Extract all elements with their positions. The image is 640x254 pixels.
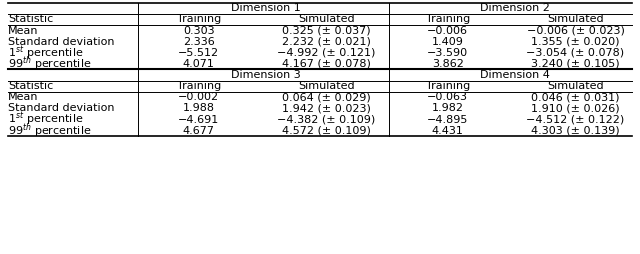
Text: 1.910 (± 0.026): 1.910 (± 0.026) (531, 103, 620, 114)
Text: Simulated: Simulated (547, 14, 604, 24)
Text: −0.006: −0.006 (428, 26, 468, 36)
Text: −0.063: −0.063 (428, 92, 468, 102)
Text: 99$^{th}$ percentile: 99$^{th}$ percentile (8, 55, 92, 73)
Text: 4.677: 4.677 (182, 126, 214, 136)
Text: 1.409: 1.409 (432, 37, 463, 47)
Text: Dimension 3: Dimension 3 (231, 70, 301, 80)
Text: Simulated: Simulated (298, 14, 355, 24)
Text: 4.572 (± 0.109): 4.572 (± 0.109) (282, 126, 371, 136)
Text: Simulated: Simulated (547, 81, 604, 91)
Text: 4.303 (± 0.139): 4.303 (± 0.139) (531, 126, 620, 136)
Text: 3.862: 3.862 (432, 59, 463, 69)
Text: −4.691: −4.691 (178, 115, 220, 124)
Text: 0.325 (± 0.037): 0.325 (± 0.037) (282, 26, 371, 36)
Text: 3.240 (± 0.105): 3.240 (± 0.105) (531, 59, 620, 69)
Text: 1.988: 1.988 (182, 103, 214, 114)
Text: Standard deviation: Standard deviation (8, 37, 115, 47)
Text: −3.590: −3.590 (427, 48, 468, 58)
Text: Standard deviation: Standard deviation (8, 103, 115, 114)
Text: −5.512: −5.512 (178, 48, 220, 58)
Text: 2.336: 2.336 (183, 37, 214, 47)
Text: 1$^{st}$ percentile: 1$^{st}$ percentile (8, 111, 84, 128)
Text: −4.512 (± 0.122): −4.512 (± 0.122) (526, 115, 625, 124)
Text: 99$^{th}$ percentile: 99$^{th}$ percentile (8, 121, 92, 140)
Text: 1.982: 1.982 (432, 103, 464, 114)
Text: −4.895: −4.895 (427, 115, 468, 124)
Text: 1$^{st}$ percentile: 1$^{st}$ percentile (8, 44, 84, 62)
Text: Dimension 4: Dimension 4 (480, 70, 550, 80)
Text: −0.006 (± 0.023): −0.006 (± 0.023) (527, 26, 625, 36)
Text: Dimension 2: Dimension 2 (480, 3, 550, 13)
Text: Training: Training (426, 81, 470, 91)
Text: Training: Training (177, 14, 221, 24)
Text: 1.355 (± 0.020): 1.355 (± 0.020) (531, 37, 620, 47)
Text: 4.167 (± 0.078): 4.167 (± 0.078) (282, 59, 371, 69)
Text: Statistic: Statistic (8, 14, 54, 24)
Text: 2.232 (± 0.021): 2.232 (± 0.021) (282, 37, 371, 47)
Text: Statistic: Statistic (8, 81, 54, 91)
Text: −3.054 (± 0.078): −3.054 (± 0.078) (526, 48, 625, 58)
Text: Mean: Mean (8, 26, 39, 36)
Text: Mean: Mean (8, 92, 39, 102)
Text: −0.002: −0.002 (178, 92, 220, 102)
Text: 1.942 (± 0.023): 1.942 (± 0.023) (282, 103, 371, 114)
Text: 4.071: 4.071 (183, 59, 214, 69)
Text: Dimension 1: Dimension 1 (231, 3, 301, 13)
Text: 0.046 (± 0.031): 0.046 (± 0.031) (531, 92, 620, 102)
Text: 0.303: 0.303 (183, 26, 214, 36)
Text: −4.382 (± 0.109): −4.382 (± 0.109) (277, 115, 376, 124)
Text: Simulated: Simulated (298, 81, 355, 91)
Text: 0.064 (± 0.029): 0.064 (± 0.029) (282, 92, 371, 102)
Text: −4.992 (± 0.121): −4.992 (± 0.121) (277, 48, 376, 58)
Text: Training: Training (177, 81, 221, 91)
Text: 4.431: 4.431 (432, 126, 463, 136)
Text: Training: Training (426, 14, 470, 24)
